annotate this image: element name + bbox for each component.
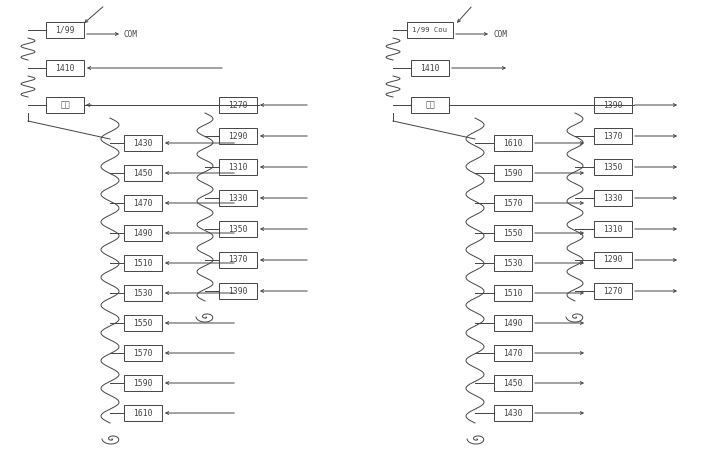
Text: 1550: 1550	[133, 319, 153, 327]
FancyBboxPatch shape	[124, 375, 162, 391]
FancyBboxPatch shape	[219, 97, 257, 113]
Text: 1570: 1570	[503, 199, 523, 207]
Text: 1530: 1530	[503, 259, 523, 267]
Text: IMPORT: IMPORT	[475, 0, 503, 2]
FancyBboxPatch shape	[494, 345, 532, 361]
Text: 1430: 1430	[133, 138, 153, 148]
Text: 1430: 1430	[503, 408, 523, 418]
FancyBboxPatch shape	[594, 221, 632, 237]
FancyBboxPatch shape	[494, 255, 532, 271]
Text: 1330: 1330	[228, 194, 248, 202]
Text: 1590: 1590	[133, 378, 153, 388]
FancyBboxPatch shape	[407, 22, 453, 38]
FancyBboxPatch shape	[46, 22, 84, 38]
FancyBboxPatch shape	[594, 159, 632, 175]
Text: 1370: 1370	[603, 131, 623, 141]
FancyBboxPatch shape	[494, 405, 532, 421]
FancyBboxPatch shape	[124, 165, 162, 181]
Text: 1390: 1390	[228, 286, 248, 296]
Text: COM: COM	[493, 30, 507, 39]
FancyBboxPatch shape	[124, 255, 162, 271]
FancyBboxPatch shape	[219, 283, 257, 299]
FancyBboxPatch shape	[494, 375, 532, 391]
Text: 1290: 1290	[228, 131, 248, 141]
Text: 1310: 1310	[603, 225, 623, 234]
FancyBboxPatch shape	[124, 225, 162, 241]
FancyBboxPatch shape	[494, 225, 532, 241]
Text: 1410: 1410	[420, 64, 440, 72]
Text: 1270: 1270	[603, 286, 623, 296]
FancyBboxPatch shape	[219, 252, 257, 268]
FancyBboxPatch shape	[124, 345, 162, 361]
FancyBboxPatch shape	[46, 97, 84, 113]
FancyBboxPatch shape	[411, 97, 449, 113]
Text: 1270: 1270	[228, 100, 248, 110]
Text: 1590: 1590	[503, 169, 523, 177]
FancyBboxPatch shape	[494, 195, 532, 211]
Text: 1370: 1370	[228, 255, 248, 265]
Text: 1410: 1410	[55, 64, 75, 72]
FancyBboxPatch shape	[494, 285, 532, 301]
Text: 1550: 1550	[503, 229, 523, 237]
Text: 1330: 1330	[603, 194, 623, 202]
FancyBboxPatch shape	[494, 135, 532, 151]
FancyBboxPatch shape	[219, 128, 257, 144]
Text: 1450: 1450	[133, 169, 153, 177]
FancyBboxPatch shape	[124, 405, 162, 421]
FancyBboxPatch shape	[124, 315, 162, 331]
Text: 1530: 1530	[133, 289, 153, 297]
Text: 1610: 1610	[503, 138, 523, 148]
FancyBboxPatch shape	[124, 195, 162, 211]
Text: 1350: 1350	[228, 225, 248, 234]
FancyBboxPatch shape	[411, 60, 449, 76]
Text: 1390: 1390	[603, 100, 623, 110]
Text: IMPORT: IMPORT	[107, 0, 135, 2]
Text: 1570: 1570	[133, 349, 153, 357]
Text: 1450: 1450	[503, 378, 523, 388]
FancyBboxPatch shape	[594, 97, 632, 113]
FancyBboxPatch shape	[219, 190, 257, 206]
FancyBboxPatch shape	[219, 159, 257, 175]
FancyBboxPatch shape	[594, 128, 632, 144]
FancyBboxPatch shape	[494, 315, 532, 331]
Text: 蒈片: 蒈片	[425, 100, 435, 110]
FancyBboxPatch shape	[494, 165, 532, 181]
FancyBboxPatch shape	[124, 285, 162, 301]
FancyBboxPatch shape	[594, 283, 632, 299]
FancyBboxPatch shape	[46, 60, 84, 76]
Text: 1470: 1470	[133, 199, 153, 207]
FancyBboxPatch shape	[594, 190, 632, 206]
Text: 1510: 1510	[133, 259, 153, 267]
Text: 1490: 1490	[503, 319, 523, 327]
Text: 1610: 1610	[133, 408, 153, 418]
Text: 1470: 1470	[503, 349, 523, 357]
Text: 1290: 1290	[603, 255, 623, 265]
Text: COM: COM	[124, 30, 138, 39]
Text: 蒈片: 蒈片	[60, 100, 70, 110]
FancyBboxPatch shape	[124, 135, 162, 151]
Text: 1510: 1510	[503, 289, 523, 297]
Text: 1/99: 1/99	[55, 25, 75, 35]
Text: 1310: 1310	[228, 162, 248, 171]
Text: 1/99 Cou: 1/99 Cou	[412, 27, 447, 33]
FancyBboxPatch shape	[594, 252, 632, 268]
Text: 1490: 1490	[133, 229, 153, 237]
FancyBboxPatch shape	[219, 221, 257, 237]
Text: 1350: 1350	[603, 162, 623, 171]
